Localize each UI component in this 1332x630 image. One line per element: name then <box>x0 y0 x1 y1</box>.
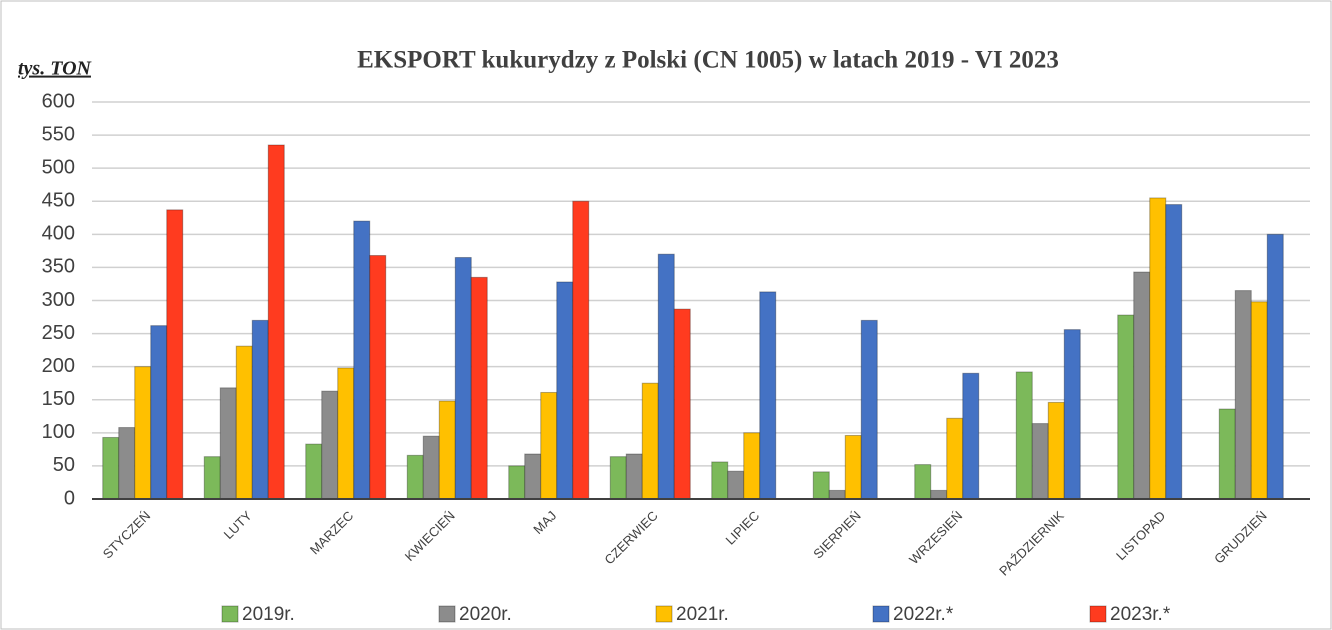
bar <box>406 454 424 500</box>
legend-swatch <box>872 605 890 623</box>
bar <box>1063 329 1081 500</box>
y-tick-label: 50 <box>53 454 75 476</box>
bar <box>1031 423 1049 500</box>
y-tick-label: 600 <box>42 90 75 112</box>
bar <box>711 461 729 500</box>
legend-label: 2022r.* <box>893 604 954 625</box>
bar <box>812 471 830 500</box>
bar <box>150 325 168 500</box>
y-tick-label: 150 <box>42 388 75 410</box>
y-tick-label: 300 <box>42 289 75 311</box>
bar <box>235 345 253 500</box>
bar <box>166 209 184 500</box>
bar <box>1047 401 1065 500</box>
legend-swatch <box>438 605 456 623</box>
bar <box>1015 371 1033 500</box>
y-tick-label: 200 <box>42 355 75 377</box>
bar <box>454 256 472 500</box>
bar <box>438 400 456 500</box>
bar <box>946 417 964 500</box>
bar <box>508 465 526 500</box>
bar <box>556 281 574 500</box>
bar <box>353 220 371 500</box>
bar <box>914 464 932 500</box>
bar <box>524 453 542 500</box>
y-tick-label: 550 <box>42 123 75 145</box>
bar <box>1117 314 1135 500</box>
bar <box>1250 301 1268 500</box>
bar <box>251 319 269 500</box>
bar <box>860 319 878 500</box>
bar <box>540 391 558 500</box>
bar <box>641 382 659 500</box>
bar <box>625 453 643 500</box>
bar <box>759 291 777 500</box>
bar <box>1165 204 1183 500</box>
bar <box>844 434 862 500</box>
bar <box>134 366 152 500</box>
bar <box>219 387 237 500</box>
bar <box>118 427 136 500</box>
y-tick-label: 0 <box>64 487 75 509</box>
y-tick-label: 450 <box>42 190 75 212</box>
legend-label: 2019r. <box>242 604 295 625</box>
y-tick-label: 400 <box>42 223 75 245</box>
y-tick-label: 350 <box>42 256 75 278</box>
bar <box>743 432 761 500</box>
bar <box>337 367 355 500</box>
legend-label: 2023r.* <box>1110 604 1171 625</box>
chart-title: EKSPORT kukurydzy z Polski (CN 1005) w l… <box>357 47 1059 74</box>
y-tick-label: 100 <box>42 421 75 443</box>
bar <box>828 489 846 500</box>
bar <box>930 489 948 500</box>
legend-swatch <box>1089 605 1107 623</box>
bar <box>657 253 675 500</box>
bar <box>609 456 627 500</box>
bar <box>1234 290 1252 500</box>
legend-swatch <box>655 605 673 623</box>
bar <box>470 276 488 500</box>
bar <box>1218 408 1236 500</box>
y-tick-label: 250 <box>42 322 75 344</box>
bar <box>102 436 120 500</box>
legend-label: 2021r. <box>676 604 729 625</box>
bar <box>203 456 221 500</box>
bar <box>1266 233 1284 500</box>
bar <box>321 390 339 500</box>
legend-swatch <box>221 605 239 623</box>
bar <box>305 443 323 500</box>
legend-label: 2020r. <box>459 604 512 625</box>
bar <box>1149 197 1167 500</box>
bar <box>1133 271 1151 500</box>
y-axis-label: tys. TON <box>18 58 93 80</box>
bar <box>267 144 285 500</box>
bar <box>727 470 745 500</box>
bar <box>369 255 387 500</box>
bar <box>673 308 691 500</box>
y-tick-label: 500 <box>42 156 75 178</box>
bar <box>422 435 440 500</box>
bar <box>962 372 980 500</box>
bar <box>572 200 590 500</box>
